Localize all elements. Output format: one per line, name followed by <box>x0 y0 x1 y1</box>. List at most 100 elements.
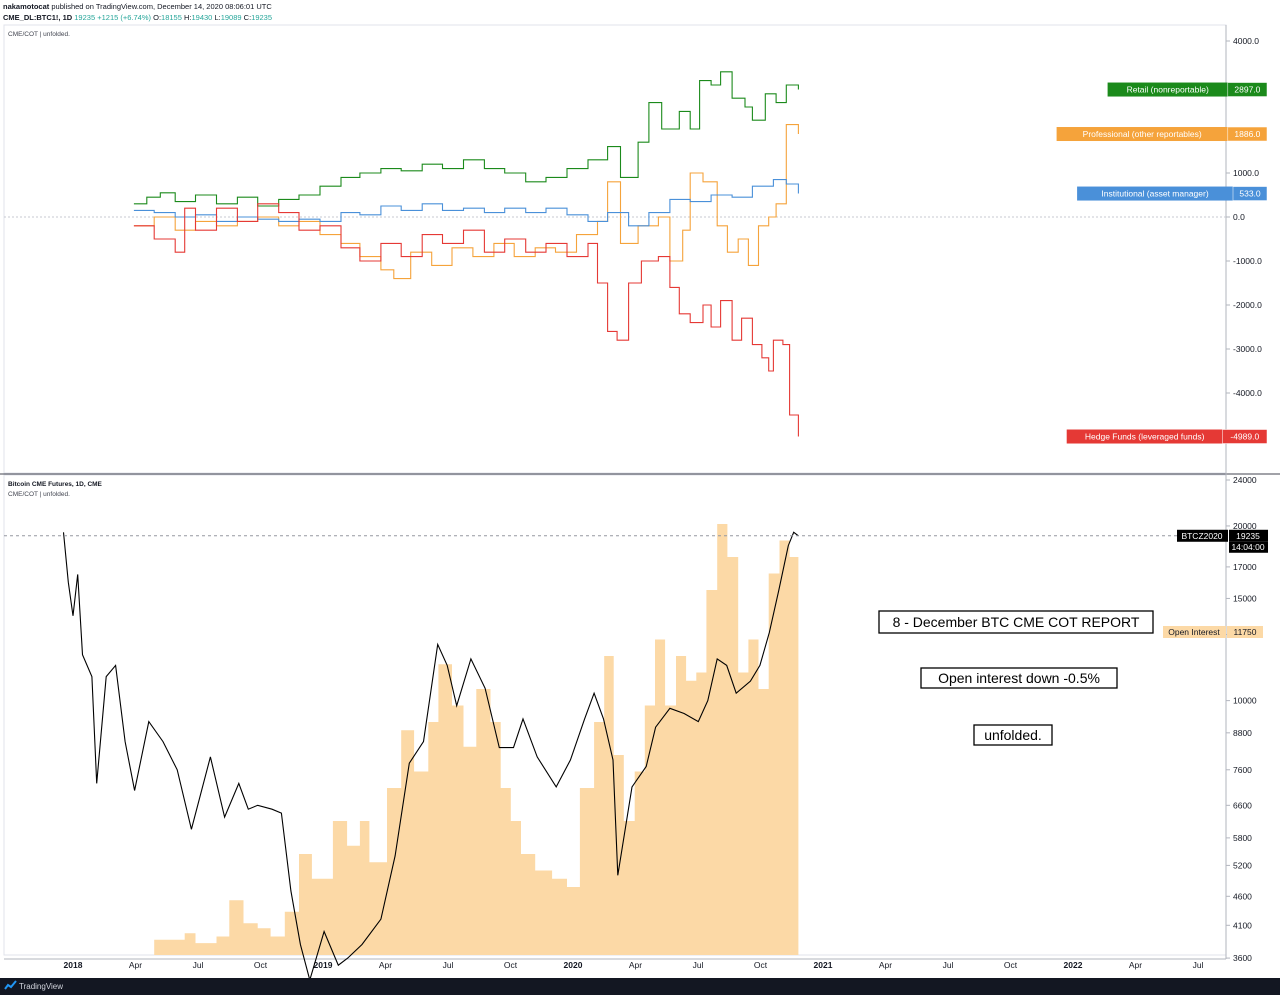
bottom-y-tick-label-13: 3600 <box>1233 953 1252 963</box>
bottom-y-tick-label-11: 4600 <box>1233 891 1252 901</box>
top-series-tag-name-3: Hedge Funds (leveraged funds) <box>1085 432 1205 442</box>
low-value: 19089 <box>220 13 242 22</box>
x-tick-label-18: Jul <box>1193 960 1204 970</box>
x-tick-label-6: Jul <box>443 960 454 970</box>
x-tick-label-13: Apr <box>879 960 892 970</box>
close-label: C: <box>243 13 252 22</box>
bottom-y-tick-label-0: 24000 <box>1233 475 1257 485</box>
bottom-indicator-label: CME/COT | unfolded. <box>8 491 70 498</box>
oi-tag-value-bg <box>1227 626 1263 638</box>
bottom-y-tick-label-7: 7600 <box>1233 765 1252 775</box>
high-value: 19430 <box>191 13 213 22</box>
top-series-tag-bg-0 <box>1107 82 1228 97</box>
symbol-line: CME_DL:BTC1!, 1D 19235 +1215 (+6.74%) O:… <box>3 12 272 23</box>
top-series-tag-name-0: Retail (nonreportable) <box>1127 85 1209 95</box>
annotation-text-2: unfolded. <box>984 727 1042 743</box>
close-value: 19235 <box>251 13 273 22</box>
x-tick-label-11: Oct <box>754 960 768 970</box>
x-tick-label-8: 2020 <box>564 960 583 970</box>
x-tick-label-2: Jul <box>193 960 204 970</box>
annotation-box-0 <box>878 610 1154 634</box>
top-y-tick-label-5: -3000.0 <box>1233 344 1262 354</box>
price-change: +1215 (+6.74%) <box>97 13 152 22</box>
annotation-box-2 <box>973 724 1053 746</box>
oi-tag-name: Open Interest <box>1168 627 1220 637</box>
bottom-y-tick-label-10: 5200 <box>1233 860 1252 870</box>
top-indicator-label: CME/COT | unfolded. <box>8 31 70 38</box>
top-y-tick-label-6: -4000.0 <box>1233 388 1262 398</box>
open-label: O: <box>153 13 162 22</box>
bottom-y-tick-label-2: 17000 <box>1233 562 1257 572</box>
annotation-text-1: Open interest down -0.5% <box>938 670 1100 686</box>
symbol-name[interactable]: CME_DL:BTC1!, 1D <box>3 13 73 22</box>
top-series-tag-name-1: Professional (other reportables) <box>1083 129 1202 139</box>
top-series-tag-value-1: 1886.0 <box>1234 129 1260 139</box>
top-series-tag-bg-3 <box>1066 429 1223 444</box>
high-label: H: <box>183 13 192 22</box>
publisher-line: nakamotocat published on TradingView.com… <box>3 1 272 12</box>
bottom-y-tick-label-5: 10000 <box>1233 696 1257 706</box>
bottom-y-tick-label-6: 8800 <box>1233 728 1252 738</box>
chart-header: nakamotocat published on TradingView.com… <box>0 0 1280 24</box>
top-series-tag-bg-2 <box>1077 186 1233 201</box>
top-y-tick-label-3: -1000.0 <box>1233 256 1262 266</box>
footer-bar: TradingView <box>0 978 1280 995</box>
top-series-tag-value-3: -4989.0 <box>1230 432 1259 442</box>
top-y-tick-label-2: 0.0 <box>1233 212 1245 222</box>
top-series-value-bg-0 <box>1227 82 1268 97</box>
x-tick-label-12: 2021 <box>814 960 833 970</box>
x-tick-label-0: 2018 <box>64 960 83 970</box>
top-series-tag-name-2: Institutional (asset manager) <box>1101 189 1208 199</box>
price-line <box>62 531 799 978</box>
publisher-name[interactable]: nakamotocat <box>3 2 50 11</box>
top-y-tick-label-1: 1000.0 <box>1233 168 1259 178</box>
price-tag-value-bg <box>1229 529 1268 542</box>
oi-tag-value: 11750 <box>1233 627 1256 637</box>
x-tick-label-10: Jul <box>693 960 704 970</box>
bottom-title: Bitcoin CME Futures, 1D, CME <box>8 481 103 488</box>
bottom-y-tick-label-1: 20000 <box>1233 521 1257 531</box>
price-tag-value: 19235 <box>1236 531 1260 541</box>
top-series-tag-value-2: 533.0 <box>1239 189 1261 199</box>
x-tick-label-17: Apr <box>1129 960 1142 970</box>
published-text: published on TradingView.com, December 1… <box>51 2 272 11</box>
price-countdown: 14:04:00 <box>1231 542 1264 552</box>
top-series-line-2 <box>133 179 799 227</box>
top-series-value-bg-1 <box>1227 126 1268 142</box>
x-tick-label-14: Jul <box>943 960 954 970</box>
annotation-box-1 <box>920 667 1118 689</box>
price-tag-name: BTCZ2020 <box>1181 531 1222 541</box>
price-tag-name-bg <box>1177 529 1228 542</box>
x-tick-label-16: 2022 <box>1064 960 1083 970</box>
x-tick-label-15: Oct <box>1004 960 1018 970</box>
bottom-y-tick-label-12: 4100 <box>1233 920 1252 930</box>
top-series-line-3 <box>133 203 799 437</box>
open-value: 18155 <box>161 13 182 22</box>
oi-tag-name-bg <box>1163 626 1226 638</box>
x-tick-label-4: 2019 <box>314 960 333 970</box>
x-tick-label-3: Oct <box>254 960 268 970</box>
top-pane-frame <box>3 24 1227 474</box>
top-y-tick-label-4: -2000.0 <box>1233 300 1262 310</box>
open-interest-area <box>154 524 799 955</box>
top-series-tag-value-0: 2897.0 <box>1234 85 1260 95</box>
low-label: L: <box>214 13 221 22</box>
bottom-y-tick-label-3: 15000 <box>1233 593 1257 603</box>
footer-brand[interactable]: TradingView <box>19 982 64 991</box>
x-tick-label-9: Apr <box>629 960 642 970</box>
bottom-y-tick-label-9: 5800 <box>1233 833 1252 843</box>
price-countdown-bg <box>1229 541 1268 553</box>
top-y-tick-label-0: 4000.0 <box>1233 36 1259 46</box>
top-series-line-0 <box>133 71 799 207</box>
x-tick-label-7: Oct <box>504 960 518 970</box>
last-price: 19235 <box>74 13 96 22</box>
x-tick-label-5: Apr <box>379 960 392 970</box>
top-series-value-bg-2 <box>1232 186 1268 201</box>
top-series-tag-bg-1 <box>1056 127 1228 142</box>
x-tick-label-1: Apr <box>129 960 142 970</box>
tradingview-logo-icon[interactable] <box>4 980 17 992</box>
annotation-text-0: 8 - December BTC CME COT REPORT <box>893 614 1140 630</box>
bottom-y-tick-label-8: 6600 <box>1233 800 1252 810</box>
top-series-value-bg-3 <box>1222 429 1268 444</box>
